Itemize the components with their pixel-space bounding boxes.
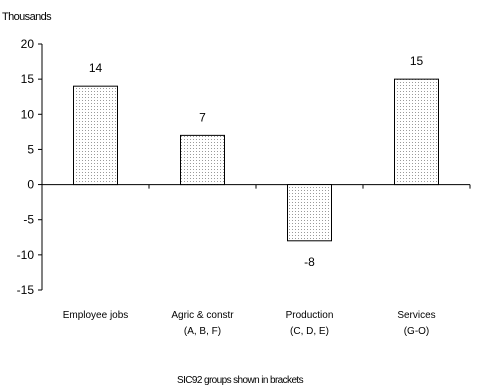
category-label: Agric & constr bbox=[171, 310, 234, 321]
y-tick-label: -15 bbox=[17, 283, 35, 297]
data-label: 15 bbox=[410, 54, 424, 68]
category-label: Services bbox=[397, 310, 435, 321]
y-tick-label: 5 bbox=[27, 142, 34, 156]
bar-2 bbox=[180, 134, 225, 186]
data-label: 14 bbox=[89, 61, 103, 75]
footnote: SIC92 groups shown in brackets bbox=[177, 375, 304, 386]
bar-4 bbox=[394, 78, 439, 186]
data-label: 7 bbox=[199, 110, 206, 124]
y-tick-label: 10 bbox=[21, 107, 35, 121]
category-label: Production bbox=[286, 310, 334, 321]
y-tick-label: -5 bbox=[23, 213, 34, 227]
y-tick-label: 15 bbox=[21, 72, 35, 86]
y-axis-unit-label: Thousands bbox=[2, 11, 52, 23]
data-label: -8 bbox=[304, 255, 315, 269]
category-sublabel: (G-O) bbox=[404, 326, 430, 337]
plot-area: 20 15 10 5 0 -5 -10 -15 14 Employee jobs 7 Agric & … bbox=[17, 37, 471, 337]
category-sublabel: (C, D, E) bbox=[290, 326, 329, 337]
y-tick-label: -10 bbox=[17, 248, 35, 262]
bar-3 bbox=[287, 184, 332, 242]
category-label: Employee jobs bbox=[63, 310, 129, 321]
y-tick-label: 20 bbox=[21, 37, 35, 51]
category-sublabel: (A, B, F) bbox=[184, 326, 221, 337]
bar-1 bbox=[73, 85, 118, 186]
y-tick-label: 0 bbox=[27, 178, 34, 192]
